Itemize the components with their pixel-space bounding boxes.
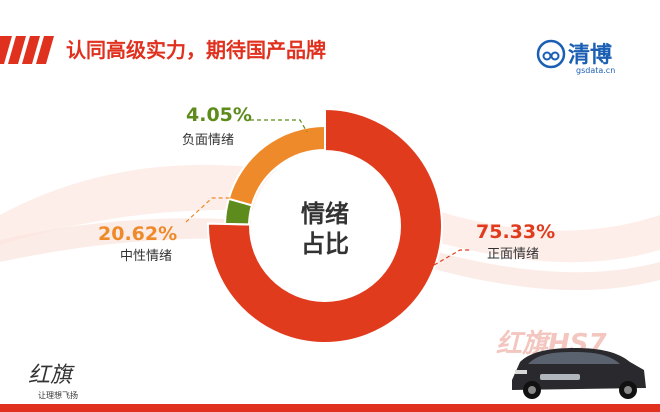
brand-logo: 清博 gsdata.cn	[536, 39, 615, 75]
signature-logo: 红旗	[28, 363, 75, 388]
page-title: 认同高级实力，期待国产品牌	[66, 38, 326, 62]
brand-name: 清博	[568, 42, 612, 68]
brand-domain: gsdata.cn	[576, 66, 615, 75]
center-label-line1: 情绪	[301, 200, 349, 228]
data-label-neutral-value: 20.62%	[98, 223, 177, 245]
data-label-negative-name: 负面情绪	[182, 133, 234, 148]
brand-logo-icon	[536, 39, 566, 69]
background-swoosh-2	[0, 218, 660, 291]
data-label-negative-value: 4.05%	[186, 104, 252, 126]
center-label-line2: 占比	[301, 230, 349, 258]
slogan-text: 让理想飞扬	[38, 390, 78, 400]
car-image	[512, 348, 646, 399]
donut-chart	[207, 107, 443, 344]
leader-line-negative	[250, 119, 308, 133]
donut-inner-circle	[251, 152, 399, 300]
header-slash-decoration	[0, 36, 54, 64]
donut-slice-positive	[207, 107, 443, 344]
data-label-positive-name: 正面情绪	[487, 247, 539, 262]
footer-bar	[0, 404, 660, 412]
leader-line-neutral	[185, 197, 232, 223]
leader-line-positive	[421, 249, 470, 273]
data-label-positive-value: 75.33%	[476, 221, 555, 243]
donut-slice-neutral	[227, 124, 326, 207]
data-label-neutral-name: 中性情绪	[120, 249, 172, 264]
